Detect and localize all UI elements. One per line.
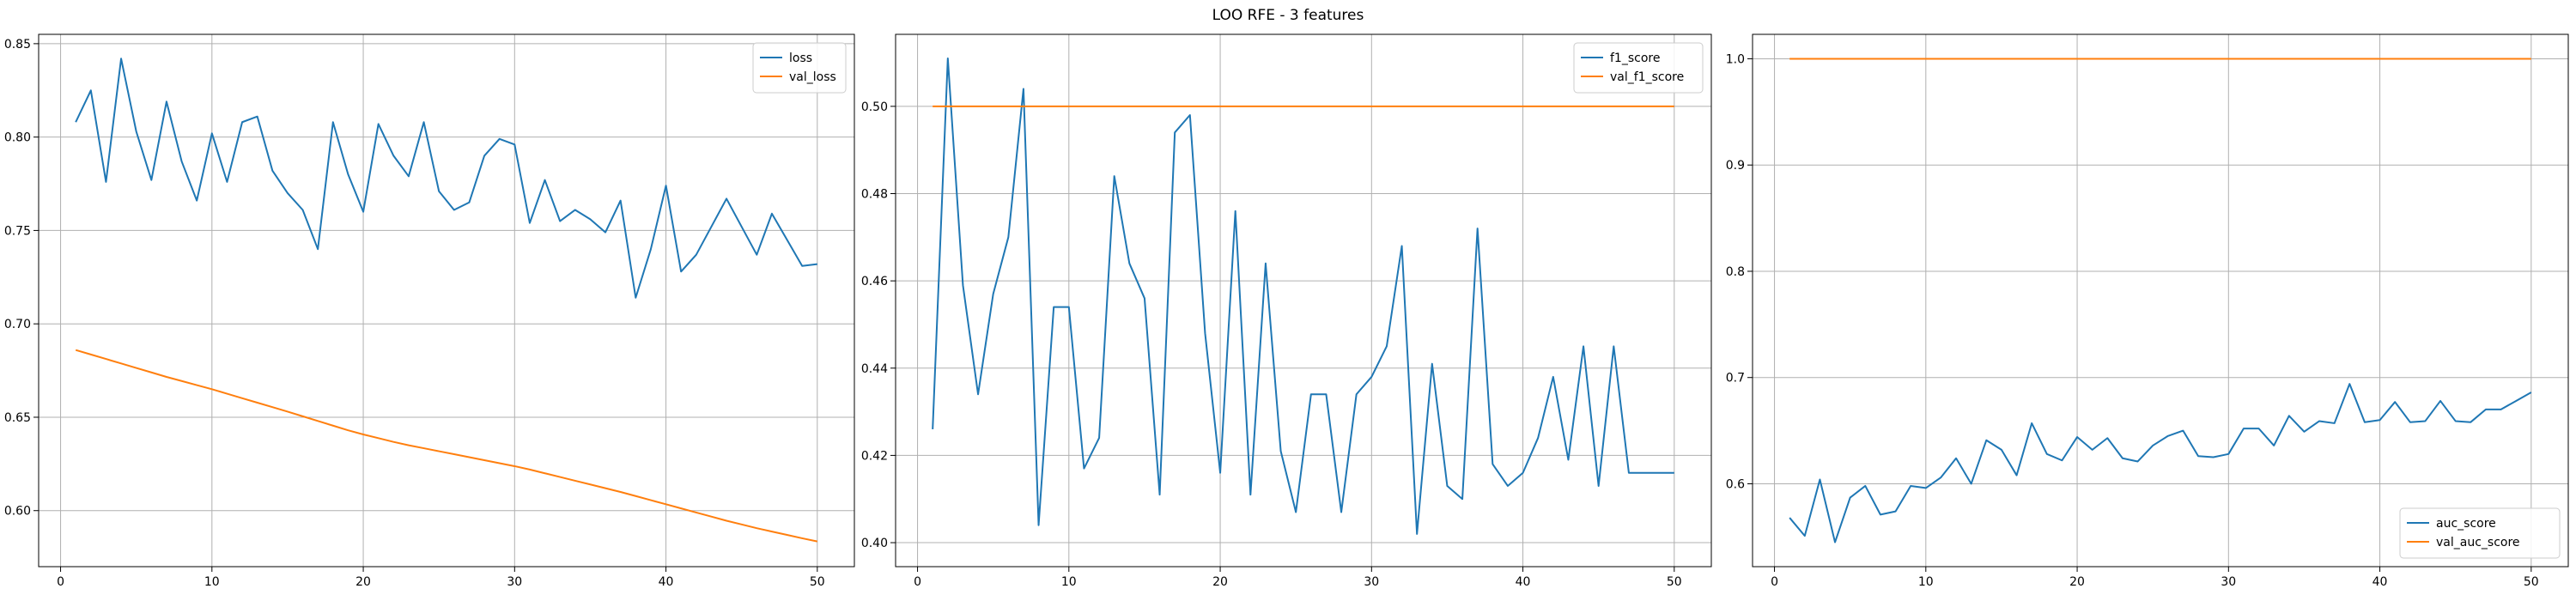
y-tick-label: 0.9 [1726, 159, 1745, 173]
x-tick-label: 0 [1771, 575, 1778, 589]
x-tick-label: 20 [1212, 575, 1228, 589]
x-tick-label: 40 [1516, 575, 1531, 589]
x-tick-label: 30 [1364, 575, 1379, 589]
y-tick-label: 1.0 [1726, 52, 1745, 66]
legend-box [752, 42, 847, 94]
legend: f1_score val_f1_score [1573, 42, 1704, 94]
x-tick-label: 30 [2221, 575, 2236, 589]
series-line-f1-score [932, 57, 1674, 535]
y-tick-label: 0.48 [861, 187, 888, 201]
y-tick-label: 0.40 [861, 537, 888, 550]
x-tick-label: 0 [914, 575, 921, 589]
axes-frame [895, 33, 1712, 568]
legend-label: val_f1_score [1610, 70, 1684, 84]
y-tick-label: 0.75 [4, 224, 31, 238]
legend-box [1573, 42, 1704, 94]
plot-area [1753, 34, 2568, 567]
figure-title: LOO RFE - 3 features [1212, 7, 1364, 24]
y-tick-label: 0.7 [1726, 372, 1745, 385]
legend-label: auc_score [2436, 517, 2496, 531]
y-tick-label: 0.8 [1726, 265, 1745, 279]
axes-frame [38, 33, 855, 568]
series-line-val-loss [75, 349, 818, 543]
y-tick-label: 0.46 [861, 275, 888, 288]
plot-area [896, 34, 1711, 567]
plot-area [39, 34, 854, 567]
x-tick-label: 40 [2372, 575, 2388, 589]
legend-label: val_loss [789, 70, 836, 84]
legend-label: f1_score [1610, 52, 1660, 65]
legend-label: val_auc_score [2436, 536, 2520, 549]
y-tick-label: 0.44 [861, 362, 888, 376]
series-line-loss [75, 58, 817, 299]
x-tick-label: 20 [2069, 575, 2085, 589]
series-line-auc-score [1789, 383, 2532, 543]
x-tick-label: 10 [1061, 575, 1077, 589]
x-tick-label: 20 [355, 575, 371, 589]
subplot-3: 0 10 20 30 40 50 0.6 0.7 0.8 0.9 1.0 auc_score val_a… [1726, 33, 2569, 589]
y-tick-label: 0.85 [4, 38, 31, 52]
x-tick-label: 30 [507, 575, 522, 589]
legend: loss val_loss [752, 42, 847, 94]
y-tick-label: 0.70 [4, 318, 31, 331]
subplot-1: 0 10 20 30 40 50 0.60 0.65 0.70 0.75 0.80 0.85 loss v… [4, 33, 855, 589]
y-tick-label: 0.42 [861, 449, 888, 463]
legend: auc_score val_auc_score [2399, 507, 2561, 559]
x-tick-label: 50 [2524, 575, 2539, 589]
x-tick-label: 50 [810, 575, 825, 589]
x-tick-label: 0 [57, 575, 64, 589]
x-tick-label: 10 [204, 575, 220, 589]
x-tick-label: 40 [659, 575, 674, 589]
x-tick-label: 10 [1918, 575, 1934, 589]
x-tick-label: 50 [1667, 575, 1682, 589]
legend-label: loss [789, 52, 812, 65]
y-tick-label: 0.6 [1726, 477, 1745, 491]
y-tick-label: 0.80 [4, 131, 31, 145]
y-tick-label: 0.60 [4, 505, 31, 519]
legend-box [2399, 507, 2561, 559]
y-tick-label: 0.65 [4, 411, 31, 425]
subplot-2: 0 10 20 30 40 50 0.40 0.42 0.44 0.46 0.48 0.50 f1_sc… [861, 33, 1712, 589]
y-tick-label: 0.50 [861, 100, 888, 114]
axes-frame [1752, 33, 2569, 568]
